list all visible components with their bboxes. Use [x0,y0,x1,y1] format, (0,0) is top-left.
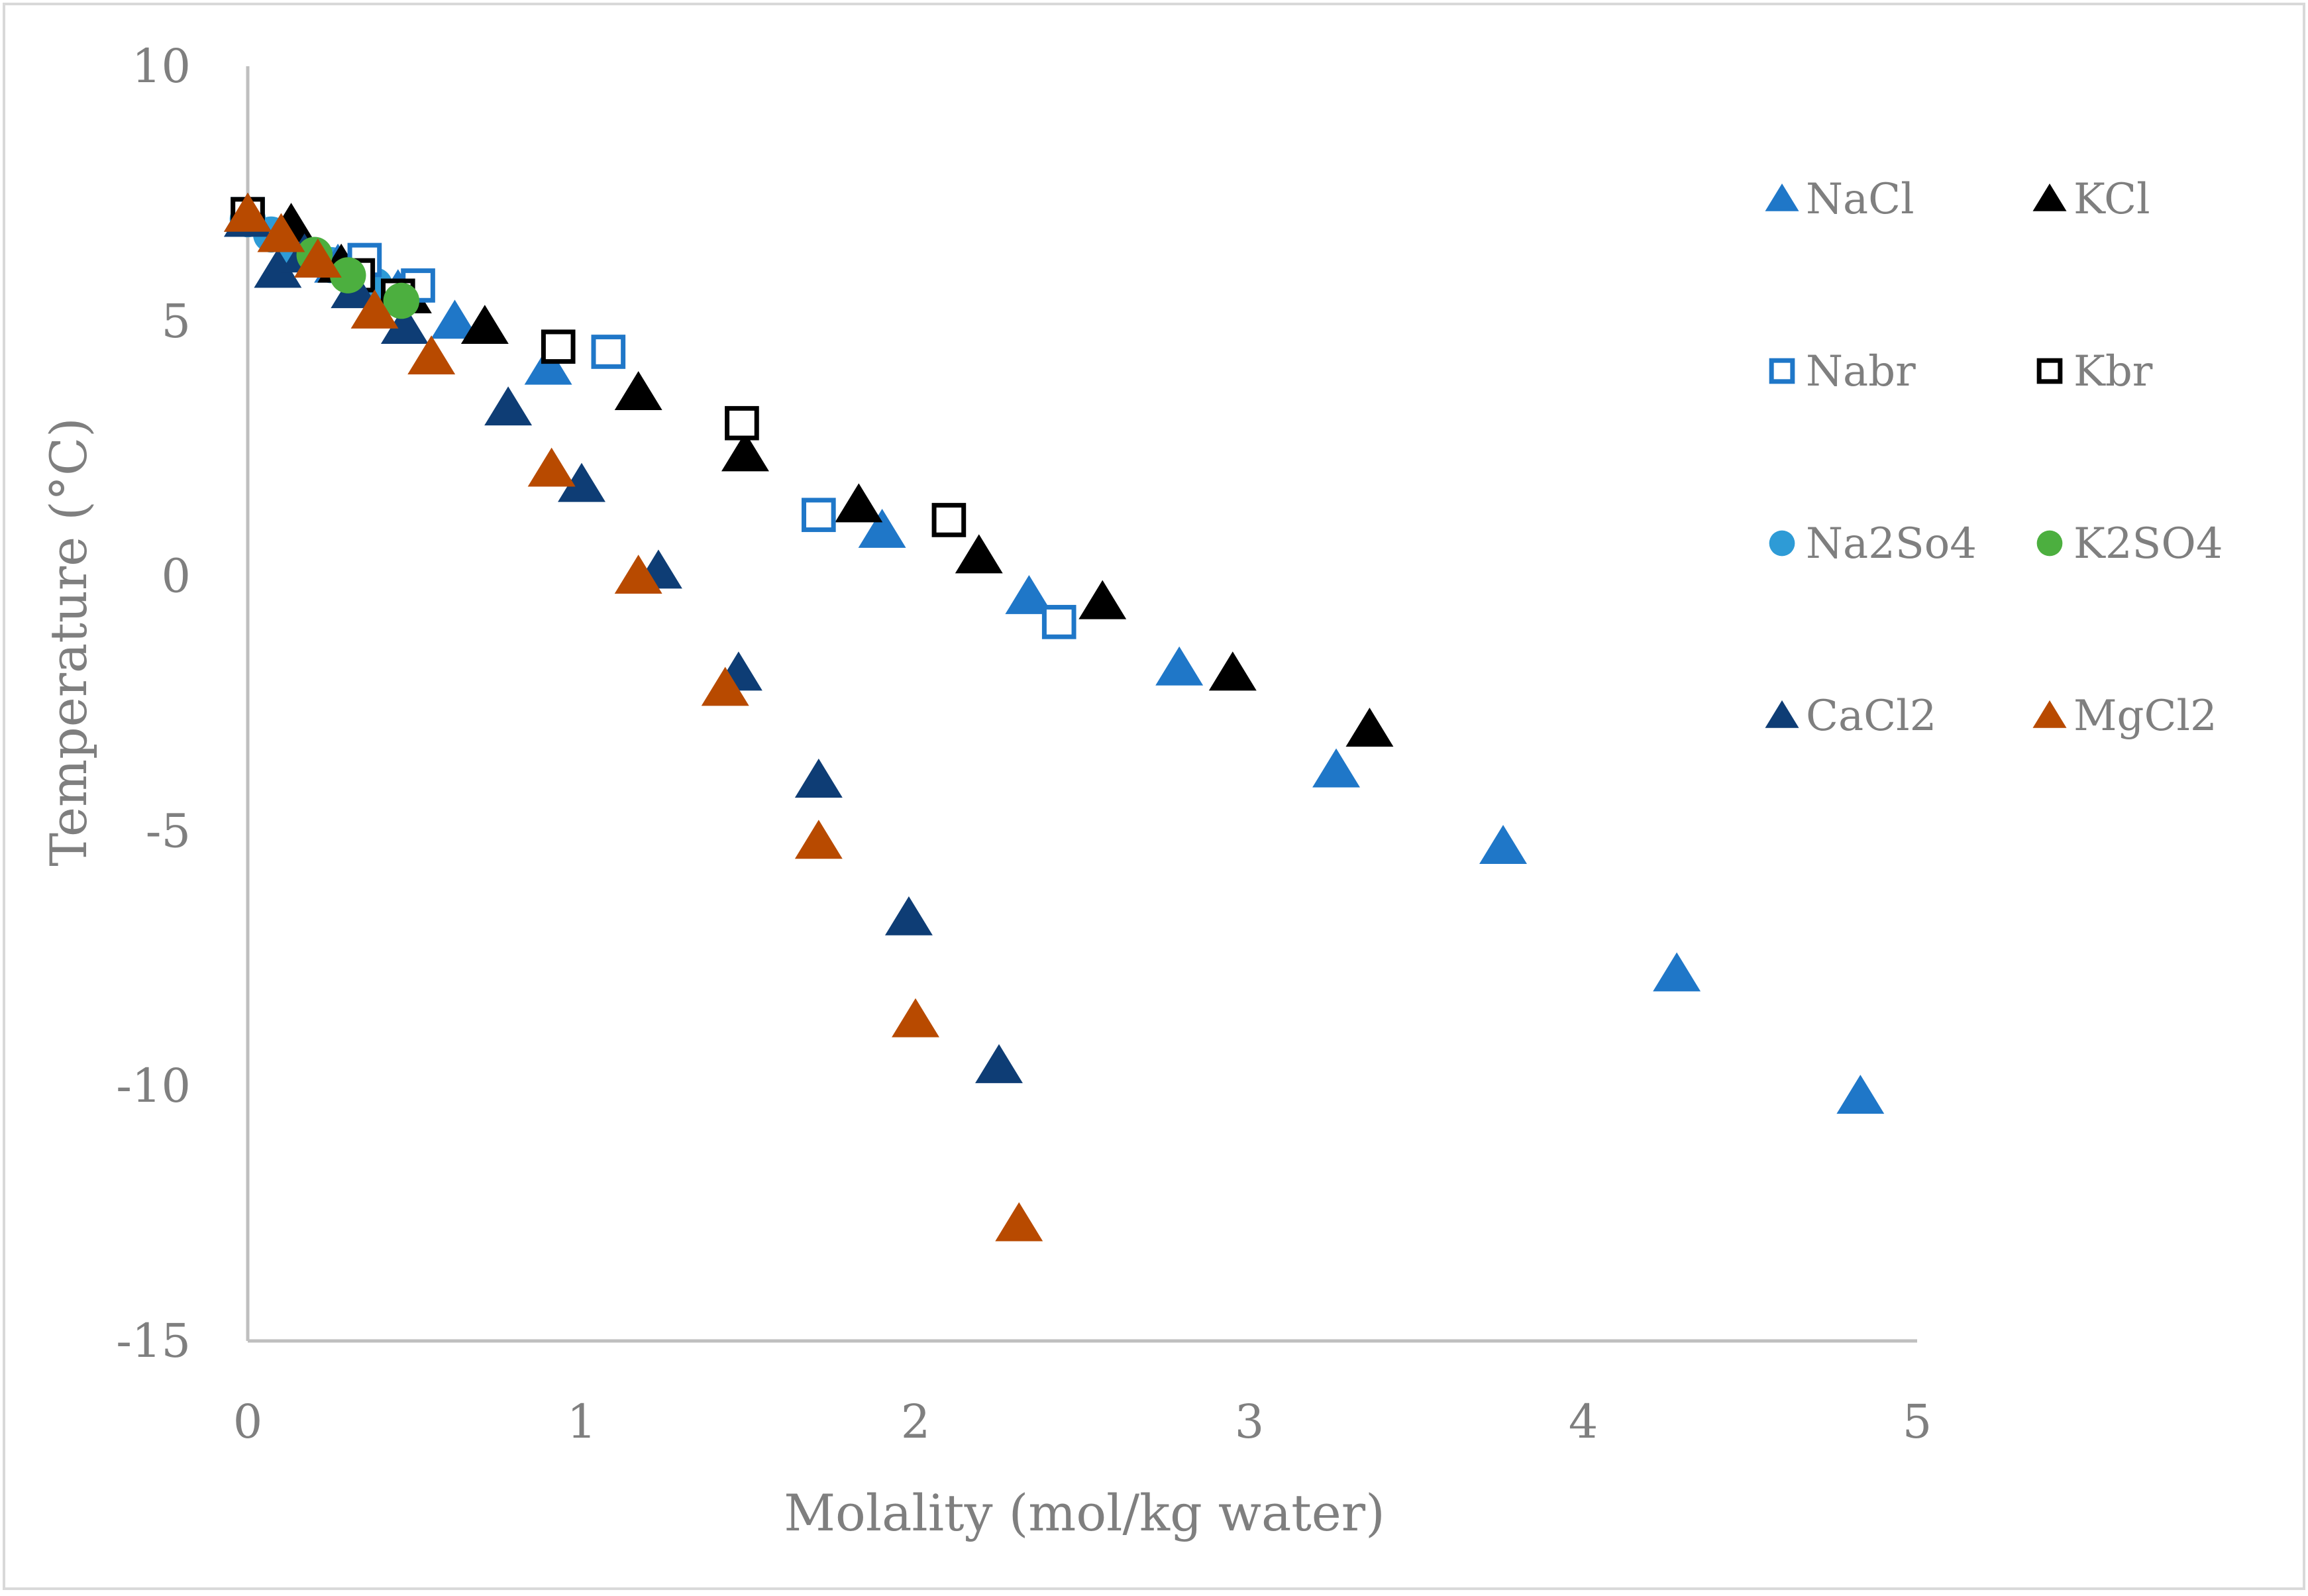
x-tick-label: 0 [233,1395,263,1449]
data-point [931,503,967,537]
legend-item: K2SO4 [2036,519,2223,568]
legend-label: MgCl2 [2073,692,2217,741]
data-point [892,998,939,1037]
data-point [721,432,769,472]
data-point [254,248,302,288]
x-tick-label: 3 [1235,1395,1265,1449]
legend-marker [2036,358,2063,384]
data-point [802,498,836,533]
legend-marker [2036,530,2063,557]
data-point [484,386,533,426]
data-point [975,1044,1023,1083]
data-point [1208,651,1257,691]
data-point [1041,605,1076,639]
series-mgcl2 [224,192,1043,1242]
y-tick-label: -5 [146,804,191,858]
legend-label: NaCl [1806,175,1915,224]
data-point [383,282,420,319]
legend-marker [1769,530,1795,557]
data-point [794,759,843,798]
legend-item: Kbr [2036,347,2153,396]
data-point [995,1202,1043,1242]
data-point [1155,646,1204,686]
data-point [431,299,479,339]
data-point [460,305,509,345]
legend-label: Nabr [1806,347,1916,396]
legend-item: MgCl2 [2032,692,2217,741]
data-point [380,305,429,345]
y-tick-label: -15 [116,1314,191,1368]
data-point [350,290,399,329]
data-point [1653,952,1701,992]
x-tick-label: 5 [1903,1395,1932,1449]
data-point [224,192,272,232]
data-point [835,483,883,523]
data-point [1005,574,1053,614]
data-point [955,534,1003,574]
legend-marker [2032,184,2067,211]
data-point [1312,748,1360,788]
data-point [293,239,342,278]
data-point [701,666,749,706]
axes: 0 1 2 3 4 5 -15 -10 -5 0 5 10 [116,39,1932,1449]
legend-label: K2SO4 [2073,519,2223,568]
data-marks [224,192,1885,1242]
legend-marker [2032,700,2067,728]
x-tick-label: 2 [901,1395,931,1449]
data-point [257,213,305,252]
data-point [1836,1075,1885,1114]
legend-label: CaCl2 [1806,692,1936,741]
data-point [558,462,605,502]
data-point [1345,708,1394,747]
data-point [794,820,843,859]
y-tick-label: 10 [132,39,191,93]
data-point [884,896,933,935]
data-point [614,371,662,411]
x-tick-label: 4 [1569,1395,1599,1449]
data-point [407,335,456,375]
legend-item: Na2So4 [1769,519,1977,568]
chart-border [3,3,2305,1590]
legend-marker [1765,700,1799,728]
y-tick-label: 5 [161,294,191,348]
data-point [524,345,572,385]
data-point [725,405,759,441]
legend-item: Nabr [1769,347,1916,396]
x-tick-label: 1 [567,1395,597,1449]
data-point [541,329,576,364]
legend-label: Na2So4 [1806,519,1977,568]
y-tick-label: -10 [116,1059,191,1113]
legend-item: KCl [2032,175,2150,224]
legend-item: CaCl2 [1765,692,1936,741]
data-point [1078,580,1127,619]
legend: NaCl KCl Nabr Kbr Na2So4 K2SO4 CaCl2 MgCl2 [1765,175,2223,741]
y-axis-title: Temperature (°C) [39,417,98,867]
legend-marker [1769,358,1795,384]
data-point [527,447,576,487]
data-point [858,508,906,548]
x-axis-title: Molality (mol/kg water) [784,1483,1385,1542]
data-point [591,335,626,369]
legend-label: KCl [2073,175,2150,224]
data-point [329,257,366,293]
y-tick-label: 0 [161,549,191,604]
legend-marker [1765,184,1799,211]
data-point [1479,825,1527,864]
data-point [614,555,662,594]
legend-item: NaCl [1765,175,1915,224]
legend-label: Kbr [2073,347,2153,396]
